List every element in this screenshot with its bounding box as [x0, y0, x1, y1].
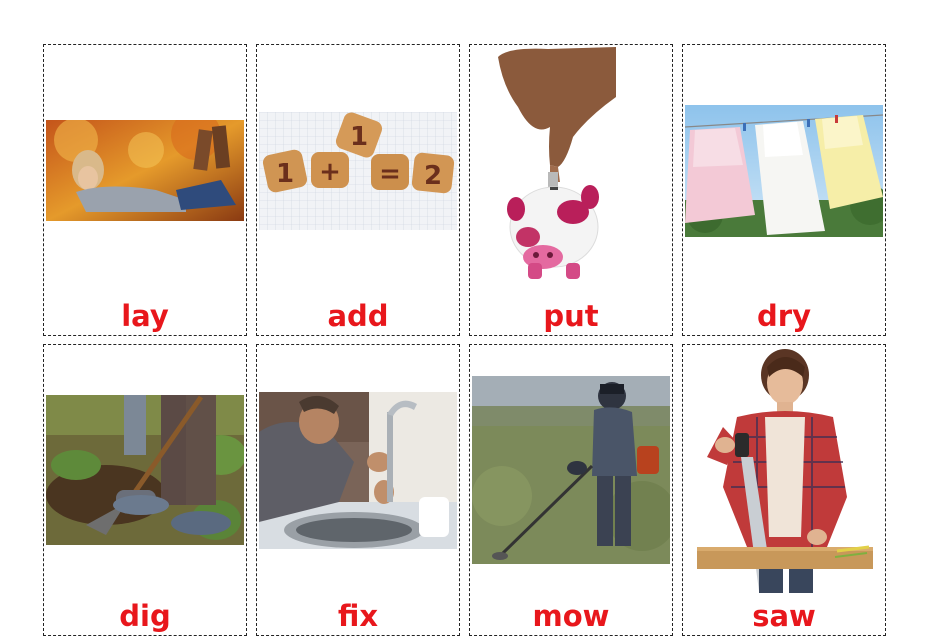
- card-mow: mow: [469, 344, 673, 636]
- biscuit-text-2: 2: [424, 161, 442, 191]
- fix-photo: [259, 392, 457, 549]
- card-saw: saw: [682, 344, 886, 636]
- card-dig: dig: [43, 344, 247, 636]
- card-dry: dry: [682, 44, 886, 336]
- biscuit-text-1: 1: [276, 159, 294, 189]
- card-word-fix: fix: [337, 599, 379, 633]
- biscuit-text-equals: =: [379, 159, 401, 189]
- card-word-put: put: [543, 299, 599, 333]
- lay-photo: [46, 120, 244, 221]
- card-lay: lay: [43, 44, 247, 336]
- card-fix: fix: [256, 344, 460, 636]
- dig-photo: [46, 395, 244, 545]
- card-word-dig: dig: [119, 599, 171, 633]
- card-word-lay: lay: [121, 299, 169, 333]
- add-photo: 1 + 1 = 2: [259, 112, 457, 230]
- biscuit-text-1b: 1: [350, 122, 368, 152]
- mow-photo: [472, 376, 670, 564]
- biscuit-1: [262, 149, 308, 193]
- card-word-saw: saw: [752, 599, 816, 633]
- dry-photo: [685, 105, 883, 237]
- card-word-dry: dry: [757, 299, 811, 333]
- card-word-add: add: [327, 299, 389, 333]
- card-word-mow: mow: [532, 599, 610, 633]
- biscuit-text-plus: +: [319, 157, 341, 187]
- put-photo: [488, 47, 618, 283]
- card-add: 1 + 1 = 2 add: [256, 44, 460, 336]
- saw-photo: [697, 347, 875, 593]
- card-put: put: [469, 44, 673, 336]
